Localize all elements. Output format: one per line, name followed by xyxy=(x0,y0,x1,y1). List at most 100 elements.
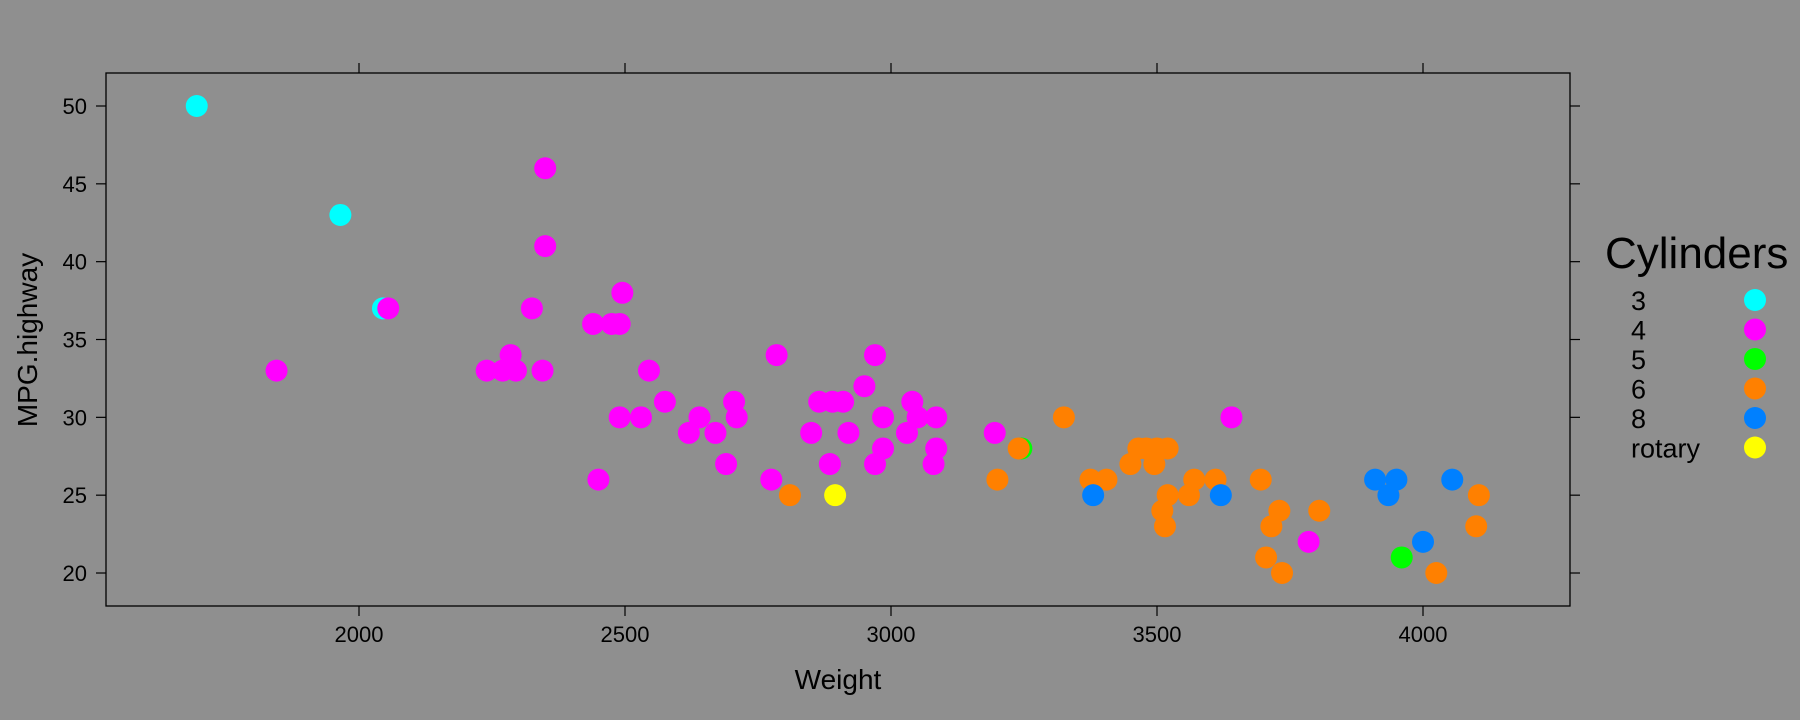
data-point xyxy=(864,344,887,367)
data-point xyxy=(1271,562,1294,585)
legend-swatch-icon xyxy=(1744,318,1766,341)
data-point xyxy=(534,235,557,258)
data-point xyxy=(637,359,660,382)
legend-entry: 6 xyxy=(1631,375,1766,405)
legend-swatch-icon xyxy=(1744,348,1766,370)
x-tick-label: 2000 xyxy=(335,622,384,647)
data-point xyxy=(1220,406,1243,429)
data-point xyxy=(1255,546,1278,569)
legend-swatch-icon xyxy=(1744,289,1766,311)
series-5 xyxy=(1010,437,1413,569)
legend-label: 5 xyxy=(1631,345,1646,375)
data-point xyxy=(778,484,801,507)
series-3 xyxy=(185,95,394,320)
data-point xyxy=(1183,468,1206,491)
data-point xyxy=(629,406,652,429)
data-point xyxy=(688,406,711,429)
legend-entry: 3 xyxy=(1631,286,1766,316)
legend-entry: 5 xyxy=(1631,345,1766,375)
data-point xyxy=(1052,406,1075,429)
data-point xyxy=(704,421,727,444)
data-point xyxy=(1465,515,1488,538)
y-tick-label: 25 xyxy=(63,483,87,508)
y-tick-label: 20 xyxy=(63,561,87,586)
data-point xyxy=(1441,468,1464,491)
data-point xyxy=(1390,546,1413,569)
data-point xyxy=(853,375,876,398)
plot-panel-border xyxy=(105,72,1571,607)
data-point xyxy=(925,437,948,460)
data-point xyxy=(1156,484,1179,507)
data-point xyxy=(653,390,676,413)
data-point xyxy=(534,157,557,180)
legend-entry: rotary xyxy=(1631,434,1766,464)
data-point xyxy=(765,344,788,367)
data-point xyxy=(895,421,918,444)
legend-label: 8 xyxy=(1631,404,1646,434)
data-point xyxy=(329,203,352,226)
data-point xyxy=(185,95,208,117)
data-point xyxy=(1412,530,1434,553)
x-axis-ticks: 2000 2500 3000 3500 4000 xyxy=(335,606,1448,647)
y-axis-ticks: 20 25 30 35 40 45 50 xyxy=(63,94,106,586)
data-point xyxy=(1153,515,1176,538)
series-4 xyxy=(265,157,1320,553)
legend-swatch-icon xyxy=(1744,436,1766,459)
data-point xyxy=(531,359,554,382)
y-tick-label: 45 xyxy=(63,172,87,197)
data-point xyxy=(832,390,855,413)
data-point xyxy=(906,406,929,429)
data-point xyxy=(1268,499,1291,522)
x-tick-label: 3000 xyxy=(867,622,916,647)
data-point xyxy=(504,359,527,382)
data-point xyxy=(824,484,847,507)
y-tick-label: 50 xyxy=(63,94,87,119)
data-point xyxy=(608,406,631,429)
data-points xyxy=(185,95,1490,585)
data-point xyxy=(1007,437,1030,460)
data-point xyxy=(760,468,783,491)
legend-label: 6 xyxy=(1631,375,1646,405)
data-point xyxy=(715,453,738,476)
y-tick-label: 40 xyxy=(63,250,87,275)
data-point xyxy=(872,406,895,429)
legend-label: 3 xyxy=(1631,286,1646,316)
data-point xyxy=(1156,437,1179,460)
series-rotary xyxy=(824,484,847,507)
data-point xyxy=(1467,484,1490,507)
x-axis-top-ticks xyxy=(358,63,1424,73)
data-point xyxy=(1297,530,1320,553)
legend-label: rotary xyxy=(1631,434,1701,464)
legend-swatch-icon xyxy=(1744,377,1766,400)
data-point xyxy=(1364,468,1387,491)
data-point xyxy=(1308,499,1331,522)
data-point xyxy=(1095,468,1118,491)
data-point xyxy=(1209,484,1232,507)
x-axis-title: Weight xyxy=(795,664,882,695)
legend-title: Cylinders xyxy=(1605,229,1788,278)
data-point xyxy=(265,359,288,382)
x-tick-label: 3500 xyxy=(1133,622,1182,647)
data-point xyxy=(818,453,841,476)
data-point xyxy=(800,421,823,444)
data-point xyxy=(1082,484,1105,507)
x-tick-label: 2500 xyxy=(601,622,650,647)
data-point xyxy=(608,312,631,335)
data-point xyxy=(1385,468,1408,491)
data-point xyxy=(475,359,498,382)
series-8 xyxy=(1082,468,1464,553)
data-point xyxy=(925,406,948,429)
series-6 xyxy=(778,406,1490,585)
data-point xyxy=(377,297,400,320)
data-point xyxy=(986,468,1009,491)
y-axis-right-ticks xyxy=(1570,105,1580,574)
data-point xyxy=(725,406,748,429)
data-point xyxy=(837,421,860,444)
x-tick-label: 4000 xyxy=(1399,622,1448,647)
legend-label: 4 xyxy=(1631,316,1646,346)
data-point xyxy=(1425,562,1448,585)
data-point xyxy=(1249,468,1272,491)
